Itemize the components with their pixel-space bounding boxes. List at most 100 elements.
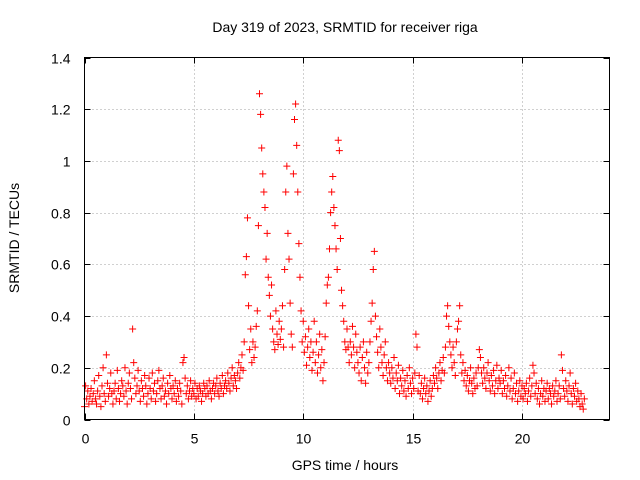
- data-point: [310, 317, 318, 325]
- y-tick-label: 0.2: [51, 361, 71, 377]
- data-point: [326, 245, 333, 253]
- data-point: [287, 330, 295, 338]
- data-point: [312, 338, 320, 346]
- data-point: [494, 384, 502, 392]
- data-point: [508, 395, 516, 403]
- data-point: [543, 379, 551, 387]
- data-point: [308, 366, 316, 374]
- data-point: [130, 359, 138, 367]
- data-point: [459, 359, 467, 367]
- data-point: [323, 281, 331, 289]
- data-point: [448, 364, 456, 372]
- data-point: [128, 395, 136, 403]
- data-point: [212, 382, 220, 390]
- data-point: [369, 266, 377, 274]
- data-point: [418, 395, 426, 403]
- data-point: [93, 400, 101, 408]
- y-tick-label: 0.6: [51, 257, 71, 273]
- data-point: [263, 229, 271, 237]
- data-point: [417, 379, 425, 387]
- data-point: [408, 390, 416, 398]
- data-point: [385, 359, 393, 367]
- data-point: [479, 379, 487, 387]
- data-point: [397, 374, 405, 382]
- data-point: [299, 317, 307, 325]
- data-point: [273, 330, 281, 338]
- data-point: [276, 335, 284, 343]
- data-point: [239, 366, 247, 374]
- data-point: [446, 338, 454, 346]
- plot-frame: [84, 57, 610, 420]
- data-point: [411, 369, 419, 377]
- data-point: [298, 338, 306, 346]
- data-point: [233, 384, 241, 392]
- data-point: [142, 382, 150, 390]
- x-tick-label: 5: [191, 431, 199, 447]
- data-point: [106, 384, 114, 392]
- data-point: [564, 397, 572, 405]
- data-point: [450, 359, 458, 367]
- x-axis-label: GPS time / hours: [292, 457, 399, 473]
- data-point: [148, 369, 156, 377]
- y-tick-label: 1: [63, 154, 71, 170]
- data-point: [242, 253, 250, 261]
- data-point: [390, 353, 398, 361]
- x-tick-label: 20: [515, 431, 531, 447]
- data-point: [159, 374, 167, 382]
- data-point: [528, 382, 536, 390]
- data-point: [402, 392, 410, 400]
- data-point: [254, 222, 262, 230]
- data-point: [400, 387, 408, 395]
- data-point: [394, 361, 402, 369]
- data-point: [282, 188, 290, 196]
- data-point: [544, 395, 552, 403]
- data-point: [322, 299, 330, 307]
- data-point: [143, 400, 151, 408]
- data-point: [309, 348, 317, 356]
- data-point: [260, 188, 268, 196]
- data-point: [533, 395, 541, 403]
- data-point: [160, 392, 168, 400]
- y-tick-label: 0.4: [51, 309, 71, 325]
- data-point: [366, 338, 374, 346]
- data-point: [89, 390, 97, 398]
- data-point: [550, 392, 558, 400]
- data-point: [453, 325, 461, 333]
- data-point: [280, 343, 288, 351]
- data-point: [311, 359, 319, 367]
- y-tick-label: 1.4: [51, 51, 71, 67]
- data-point: [526, 374, 534, 382]
- data-point: [94, 387, 102, 395]
- chart-title: Day 319 of 2023, SRMTID for receiver rig…: [212, 19, 478, 35]
- data-point: [198, 397, 206, 405]
- data-point: [378, 359, 386, 367]
- data-point: [423, 382, 431, 390]
- data-point: [168, 395, 176, 403]
- data-point: [213, 374, 221, 382]
- data-point: [571, 392, 578, 400]
- data-point: [183, 382, 191, 390]
- data-point: [519, 395, 527, 403]
- tick-labels: 0 0.2 0.4 0.6 0.8 1 1.2 1.4 0 5 10 15 20: [51, 51, 530, 447]
- data-point: [166, 372, 174, 380]
- data-point: [120, 392, 128, 400]
- data-point: [134, 366, 142, 374]
- data-point: [336, 235, 344, 242]
- data-point: [484, 359, 492, 367]
- data-point: [124, 379, 132, 387]
- data-point: [568, 400, 576, 408]
- data-point: [339, 302, 347, 310]
- data-point: [370, 247, 378, 255]
- data-point: [169, 382, 177, 390]
- data-point: [529, 361, 537, 369]
- data-point: [530, 369, 538, 377]
- data-point: [172, 397, 180, 405]
- data-point: [359, 338, 367, 346]
- data-point: [141, 372, 149, 380]
- data-point: [444, 302, 452, 310]
- x-tick-label: 15: [406, 431, 422, 447]
- data-point: [538, 377, 546, 385]
- data-point: [249, 338, 257, 346]
- data-point: [270, 338, 278, 346]
- data-point: [275, 317, 283, 325]
